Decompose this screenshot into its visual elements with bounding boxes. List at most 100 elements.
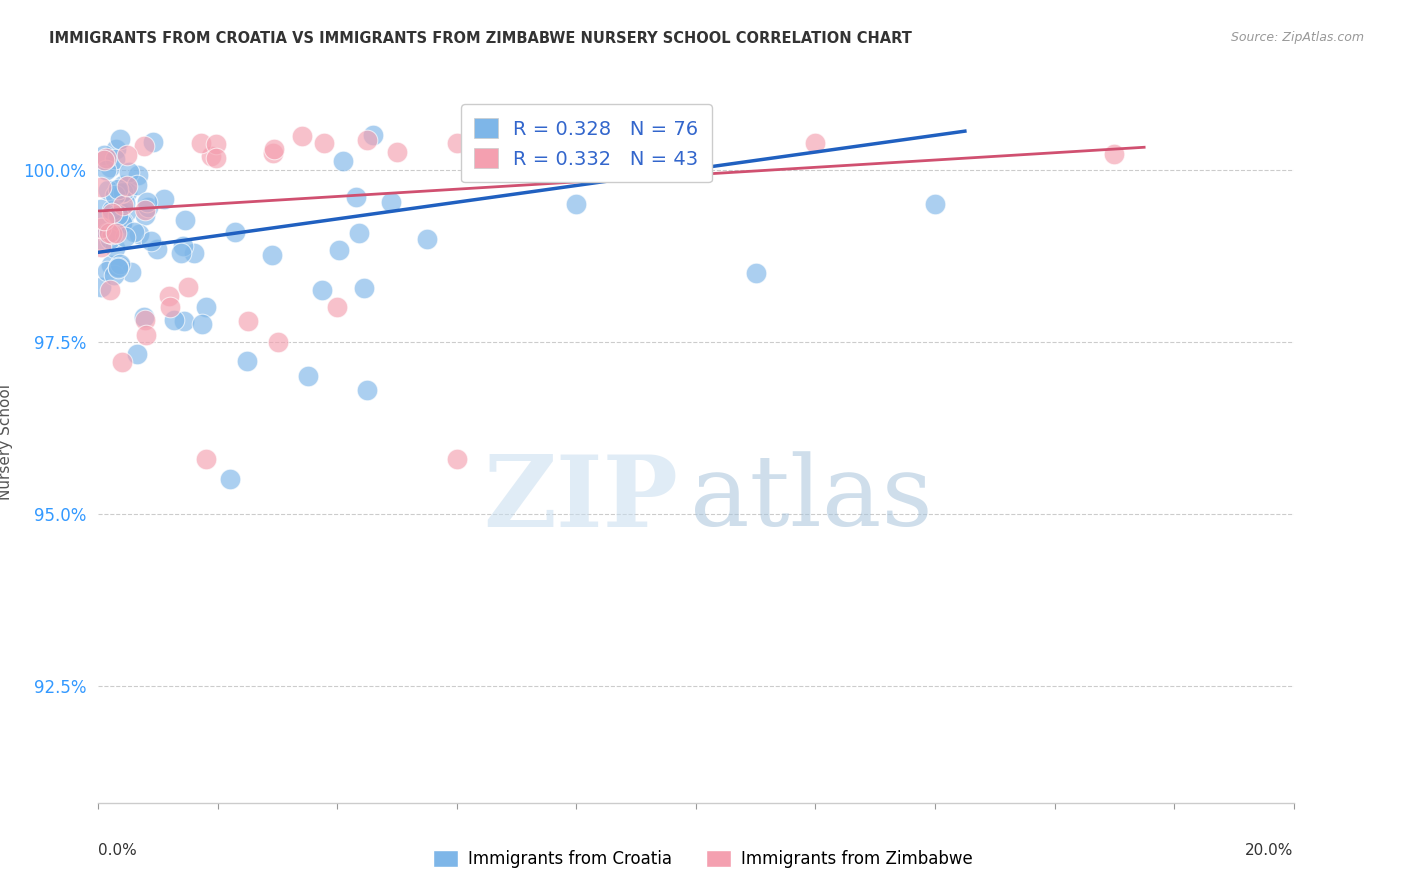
Point [110,186,132,200]
Text: 0.0%: 0.0% [98,843,138,857]
Point [194,301,217,315]
Point [111,216,134,230]
Point [89,232,111,246]
Point [114,196,136,211]
Point [101,227,124,241]
Point [804,136,827,150]
Point [291,129,314,144]
Point [111,355,134,369]
Text: ZIP: ZIP [484,450,678,548]
Point [127,168,149,182]
Point [356,133,378,147]
Point [104,152,127,166]
Point [124,225,146,239]
Point [385,145,409,159]
Point [446,451,468,466]
Point [107,182,129,196]
Point [112,198,135,212]
Point [344,189,367,203]
Point [260,248,283,262]
Point [103,268,125,283]
Point [135,327,157,342]
Point [128,227,150,242]
Point [115,205,138,219]
Point [90,221,112,235]
Point [104,226,127,240]
Point [134,208,156,222]
Point [159,301,181,315]
Point [100,258,122,272]
Point [356,383,378,397]
Point [98,283,121,297]
Point [134,312,156,326]
Point [90,240,112,254]
Point [108,132,131,146]
Point [96,227,118,241]
Point [139,234,162,248]
Point [104,187,127,202]
Point [127,347,149,361]
Point [96,264,118,278]
Point [125,178,148,192]
Point [685,141,707,155]
Point [93,212,115,227]
Point [347,226,370,240]
Point [565,197,588,211]
Point [97,226,120,240]
Point [416,231,439,245]
Point [924,197,946,211]
Point [1104,147,1126,161]
Point [90,202,112,216]
Point [195,451,218,466]
Point [142,135,165,149]
Point [120,265,142,279]
Point [108,204,131,219]
Point [90,279,112,293]
Point [104,241,127,255]
Point [114,230,136,244]
Point [595,136,617,151]
Point [134,202,156,217]
Point [745,266,768,280]
Point [297,369,319,384]
Point [191,317,214,331]
Point [332,153,354,168]
Point [328,243,350,257]
Point [101,206,124,220]
Point [236,353,259,368]
Text: Source: ZipAtlas.com: Source: ZipAtlas.com [1230,31,1364,45]
Point [118,165,141,179]
Point [506,129,529,144]
Point [163,312,186,326]
Point [224,225,246,239]
Point [380,194,402,209]
Text: atlas: atlas [690,451,932,547]
Text: 20.0%: 20.0% [1246,843,1294,857]
Point [311,284,333,298]
Point [326,301,349,315]
Point [101,202,124,217]
Point [173,212,195,227]
Point [205,152,228,166]
Point [236,314,259,328]
Point [446,136,468,150]
Point [108,259,131,273]
Point [200,149,222,163]
Point [173,314,195,328]
Point [263,142,285,156]
Point [90,221,112,235]
Point [97,183,120,197]
Point [110,257,132,271]
Point [170,246,193,260]
Point [353,281,375,295]
Legend: Immigrants from Croatia, Immigrants from Zimbabwe: Immigrants from Croatia, Immigrants from… [427,843,979,875]
Point [90,180,112,194]
Point [98,161,121,175]
Point [205,137,228,152]
Legend: R = 0.328   N = 76, R = 0.332   N = 43: R = 0.328 N = 76, R = 0.332 N = 43 [461,104,711,183]
Point [132,310,155,324]
Point [115,147,138,161]
Point [152,192,174,206]
Point [135,195,157,210]
Point [98,232,121,246]
